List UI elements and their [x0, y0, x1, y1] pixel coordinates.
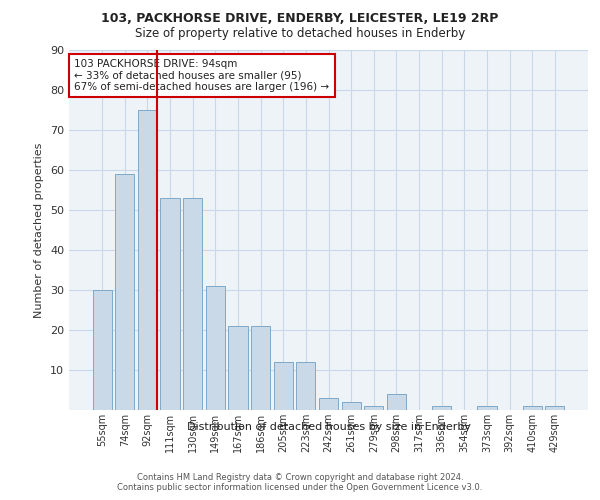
Bar	[206, 286, 225, 410]
Bar	[92, 290, 112, 410]
Bar	[477, 406, 497, 410]
Bar	[115, 174, 134, 410]
Bar	[229, 326, 248, 410]
Bar	[387, 394, 406, 410]
Bar	[545, 406, 565, 410]
Text: Size of property relative to detached houses in Enderby: Size of property relative to detached ho…	[135, 28, 465, 40]
Text: Contains HM Land Registry data © Crown copyright and database right 2024.
Contai: Contains HM Land Registry data © Crown c…	[118, 472, 482, 492]
Bar	[251, 326, 270, 410]
Y-axis label: Number of detached properties: Number of detached properties	[34, 142, 44, 318]
Bar	[296, 362, 316, 410]
Bar	[274, 362, 293, 410]
Bar	[341, 402, 361, 410]
Bar	[523, 406, 542, 410]
Bar	[160, 198, 180, 410]
Bar	[364, 406, 383, 410]
Bar	[432, 406, 451, 410]
Bar	[319, 398, 338, 410]
Text: 103 PACKHORSE DRIVE: 94sqm
← 33% of detached houses are smaller (95)
67% of semi: 103 PACKHORSE DRIVE: 94sqm ← 33% of deta…	[74, 59, 329, 92]
Text: Distribution of detached houses by size in Enderby: Distribution of detached houses by size …	[187, 422, 471, 432]
Text: 103, PACKHORSE DRIVE, ENDERBY, LEICESTER, LE19 2RP: 103, PACKHORSE DRIVE, ENDERBY, LEICESTER…	[101, 12, 499, 26]
Bar	[138, 110, 157, 410]
Bar	[183, 198, 202, 410]
